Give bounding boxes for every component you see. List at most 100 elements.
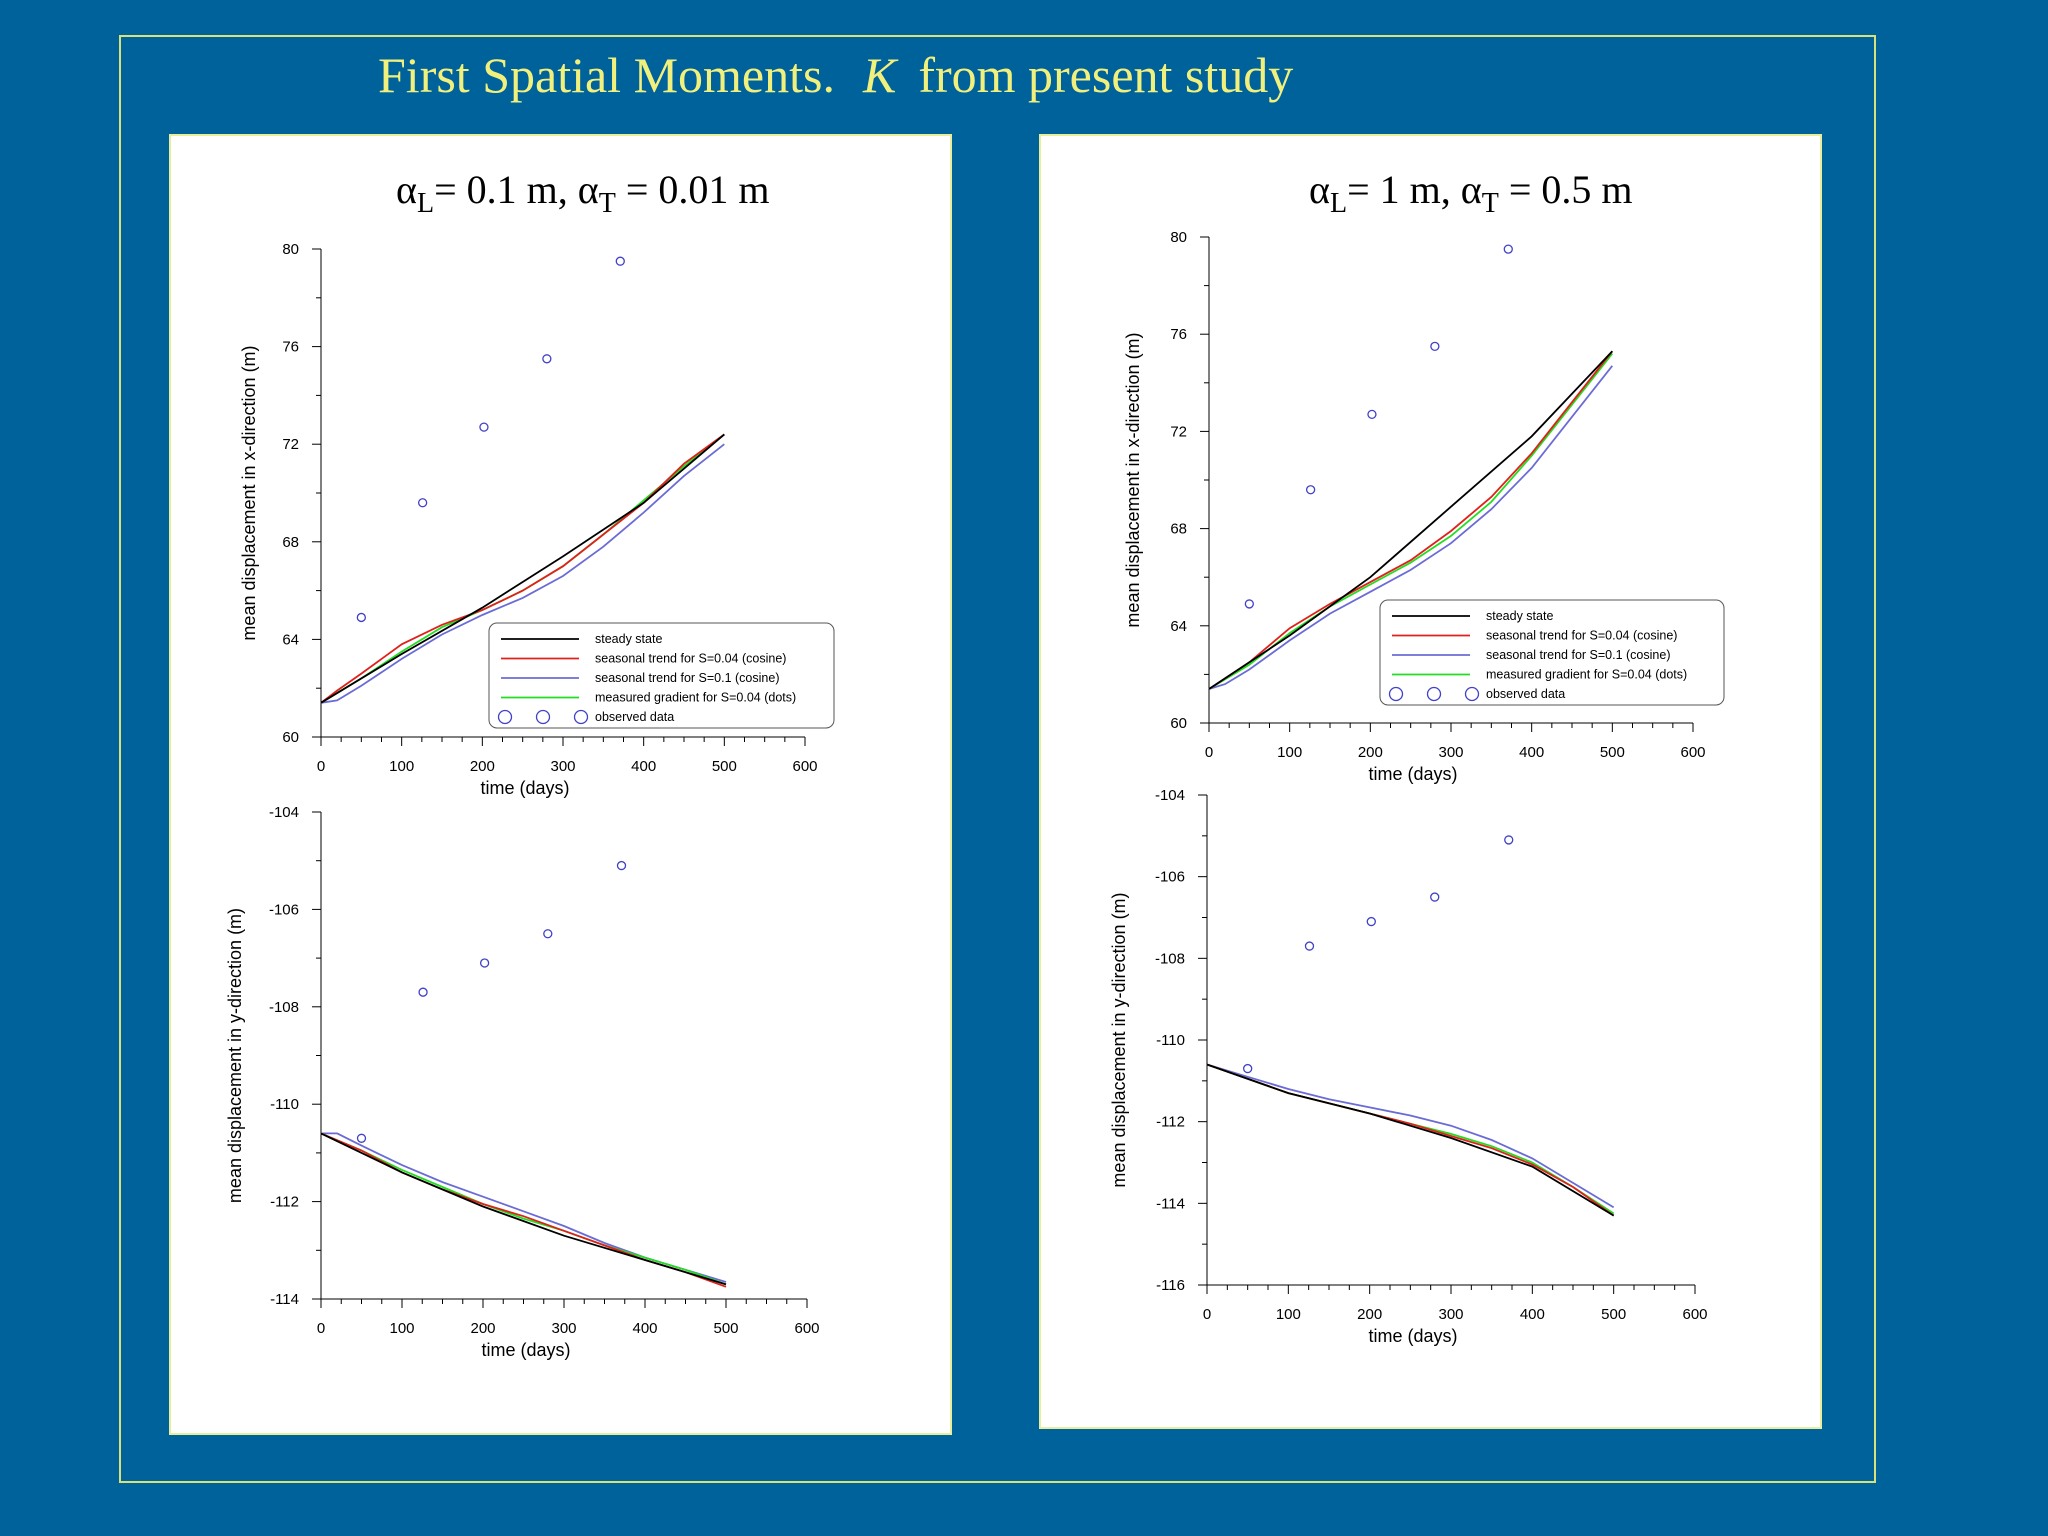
x-tick-label: 0 xyxy=(317,758,325,775)
legend-label-s004: seasonal trend for S=0.04 (cosine) xyxy=(1486,629,1677,643)
x-tick-label: 400 xyxy=(1519,744,1544,761)
y-tick-label: -110 xyxy=(1156,1032,1185,1049)
legend-label-observed: observed data xyxy=(1486,687,1565,701)
legend-marker-observed xyxy=(535,709,551,725)
right-panel: αL= 1 m, αT = 0.5 m 0 100 200 300 400 500 600 6… xyxy=(1039,134,1822,1429)
x-tick-label: 400 xyxy=(631,758,656,775)
y-tick-label: -114 xyxy=(270,1291,299,1308)
y-tick-label: -108 xyxy=(1155,950,1185,967)
observed-point xyxy=(356,612,366,623)
x-tick-label: 400 xyxy=(632,1320,657,1337)
x-tick-label: 300 xyxy=(550,758,575,775)
x-tick-label: 100 xyxy=(1277,744,1302,761)
slide-frame xyxy=(119,35,1876,1483)
legend-marker-observed xyxy=(497,709,513,725)
observed-point xyxy=(1366,916,1376,927)
x-tick-label: 200 xyxy=(1358,744,1383,761)
legend-box xyxy=(488,622,835,729)
y-tick-label: 80 xyxy=(1170,229,1187,246)
y-tick-label: -114 xyxy=(1156,1195,1185,1212)
x-tick-label: 600 xyxy=(1680,744,1705,761)
chart-left-x-displacement: 0 100 200 300 400 500 600 60 64 68 72 76 80 time (day… xyxy=(239,241,835,798)
x-tick-label: 500 xyxy=(1601,1306,1626,1323)
y-tick-label: 80 xyxy=(282,241,299,258)
series-line-s01 xyxy=(321,1132,727,1283)
x-tick-label: 500 xyxy=(1600,744,1625,761)
x-tick-label: 200 xyxy=(1357,1306,1382,1323)
legend-marker-observed xyxy=(1464,686,1480,702)
y-tick-label: -108 xyxy=(269,999,299,1016)
legend-marker-observed xyxy=(1426,686,1442,702)
x-tick-label: 300 xyxy=(1438,744,1463,761)
series-line-steady xyxy=(320,433,725,704)
x-tick-label: 200 xyxy=(470,1320,495,1337)
x-tick-label: 400 xyxy=(1520,1306,1545,1323)
y-axis-label: mean displacement in x-direction (m) xyxy=(1123,332,1143,627)
legend-label-observed: observed data xyxy=(595,710,674,724)
observed-point xyxy=(616,860,627,871)
legend-label-steady: steady state xyxy=(1486,609,1553,623)
series-line-steady xyxy=(1206,1063,1615,1217)
left-panel-title: αL= 0.1 m, αT = 0.01 m xyxy=(396,167,770,219)
y-tick-label: -110 xyxy=(270,1096,299,1113)
observed-point xyxy=(1504,835,1514,845)
x-tick-label: 0 xyxy=(1203,1306,1211,1323)
x-axis-label: time (days) xyxy=(1368,1326,1457,1346)
observed-point xyxy=(1503,244,1513,254)
y-tick-label: 64 xyxy=(1170,618,1187,635)
x-axis-label: time (days) xyxy=(1368,764,1457,784)
x-tick-label: 100 xyxy=(1276,1306,1301,1323)
observed-point xyxy=(615,256,625,266)
series-line-steady xyxy=(1208,350,1613,690)
legend-box xyxy=(1379,599,1725,706)
slide-title-rest: from present study xyxy=(918,47,1294,103)
observed-point xyxy=(479,422,489,432)
observed-point xyxy=(543,929,553,939)
slide-title-main: First Spatial Moments. xyxy=(378,47,835,103)
y-tick-label: 72 xyxy=(282,436,299,453)
observed-point xyxy=(1367,409,1377,420)
observed-point xyxy=(417,498,428,508)
series-line-s01 xyxy=(1208,365,1614,690)
observed-point xyxy=(1430,341,1440,352)
chart-left-y-displacement: 0 100 200 300 400 500 600 -114 -112 -110 -108 -106 -… xyxy=(225,804,820,1360)
chart-right-y-displacement: 0 100 200 300 400 500 600 -116 -114 -112 -110 -108 -… xyxy=(1109,787,1708,1346)
series-line-s004 xyxy=(1206,1063,1615,1217)
x-tick-label: 300 xyxy=(551,1320,576,1337)
observed-point xyxy=(1243,1063,1253,1074)
chart-right-x-displacement: 0 100 200 300 400 500 600 60 64 68 72 76 80 time (day… xyxy=(1123,229,1725,784)
x-tick-label: 600 xyxy=(794,1320,819,1337)
series-line-measured xyxy=(320,1132,727,1286)
series-line-s01 xyxy=(320,443,725,704)
observed-point xyxy=(356,1133,367,1143)
legend-label-s01: seasonal trend for S=0.1 (cosine) xyxy=(1486,648,1670,662)
legend-marker-observed xyxy=(573,709,589,725)
x-tick-label: 0 xyxy=(1205,744,1213,761)
y-tick-label: 76 xyxy=(1170,326,1187,343)
y-tick-label: -112 xyxy=(270,1194,299,1211)
x-tick-label: 100 xyxy=(389,758,414,775)
observed-point xyxy=(1305,485,1316,495)
x-axis-label: time (days) xyxy=(480,778,569,798)
x-tick-label: 500 xyxy=(713,1320,738,1337)
series-line-s004 xyxy=(1208,350,1614,690)
slide-title-k: K xyxy=(862,47,897,103)
x-tick-label: 500 xyxy=(712,758,737,775)
series-line-steady xyxy=(320,1132,727,1286)
legend-label-measured: measured gradient for S=0.04 (dots) xyxy=(595,691,796,705)
y-tick-label: 76 xyxy=(282,339,299,356)
y-tick-label: -106 xyxy=(269,901,299,918)
right-panel-title: αL= 1 m, αT = 0.5 m xyxy=(1309,167,1633,219)
y-tick-label: 64 xyxy=(282,631,299,648)
x-tick-label: 100 xyxy=(389,1320,414,1337)
legend-label-s004: seasonal trend for S=0.04 (cosine) xyxy=(595,652,786,666)
y-axis-label: mean displacement in y-direction (m) xyxy=(225,908,245,1203)
legend-marker-observed xyxy=(1388,686,1404,702)
legend-label-steady: steady state xyxy=(595,632,662,646)
y-axis-label: mean displacement in x-direction (m) xyxy=(239,345,259,640)
x-tick-label: 600 xyxy=(792,758,817,775)
y-tick-label: -106 xyxy=(1155,869,1185,886)
y-tick-label: 60 xyxy=(1170,715,1187,732)
x-tick-label: 600 xyxy=(1682,1306,1707,1323)
